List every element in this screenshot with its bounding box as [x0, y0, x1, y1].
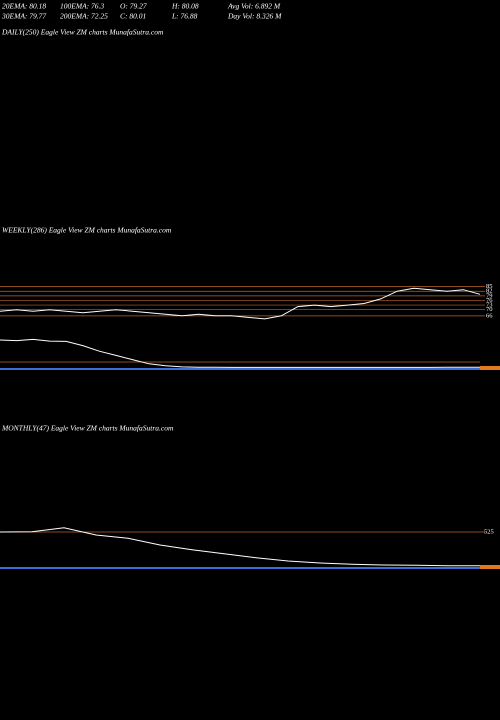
stat: H: 80.08: [171, 2, 199, 11]
stat: 100EMA: 76.3: [60, 2, 104, 11]
level-label: 66: [486, 312, 493, 319]
level-label: 85: [486, 283, 493, 290]
stat: Avg Vol: 6.892 M: [227, 2, 281, 11]
level-label: 525: [484, 528, 494, 535]
monthly-bar: [480, 565, 500, 569]
level-label: 79: [486, 292, 493, 299]
stat: 200EMA: 72.25: [60, 12, 108, 21]
stat: 30EMA: 79.77: [1, 12, 46, 21]
stat: O: 79.27: [120, 2, 147, 11]
panel-label: MONTHLY(47) Eagle View ZM charts MunafaS…: [1, 424, 174, 433]
level-label: 82: [486, 288, 493, 295]
stat: L: 76.88: [171, 12, 198, 21]
price-line: [0, 527, 480, 567]
stat: Day Vol: 8.326 M: [227, 12, 282, 21]
stat: C: 80.01: [120, 12, 146, 21]
level-label: 70: [486, 306, 493, 313]
panel-label: DAILY(250) Eagle View ZM charts MunafaSu…: [1, 28, 164, 37]
level-label: 73: [486, 302, 493, 309]
volume-line: [0, 338, 480, 368]
level-label: 76: [486, 297, 493, 304]
volume-bar: [480, 366, 500, 370]
panel-label: WEEKLY(286) Eagle View ZM charts MunafaS…: [2, 226, 172, 235]
stat: 20EMA: 80.18: [2, 2, 46, 11]
price-line: [0, 287, 481, 320]
